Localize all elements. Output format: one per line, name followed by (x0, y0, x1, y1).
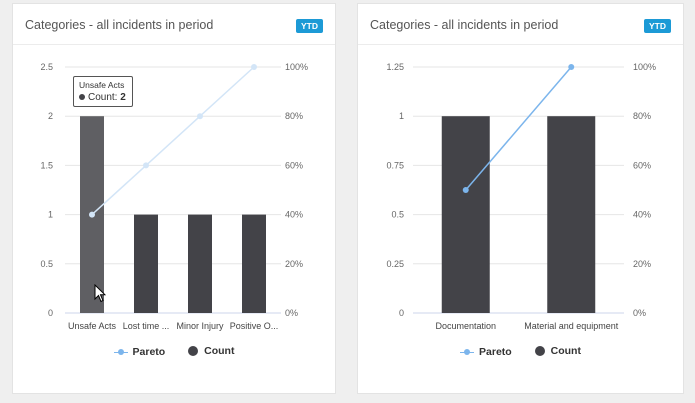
legend-item-pareto[interactable]: Pareto (460, 346, 512, 358)
card-title: Categories - all incidents in period (25, 18, 214, 32)
bar (242, 214, 266, 313)
y-axis-right-tick-label: 100% (633, 62, 656, 72)
bar (547, 116, 596, 313)
pareto-legend-icon (460, 348, 475, 356)
chart-card-2: Categories - all incidents in period YTD… (357, 3, 684, 394)
pareto-legend-icon (113, 348, 128, 356)
y-axis-tick-label: 2.5 (40, 62, 53, 72)
y-axis-tick-label: 1.25 (386, 62, 404, 72)
count-legend-icon (188, 346, 199, 356)
legend-label-pareto: Pareto (479, 346, 512, 358)
bar (441, 116, 490, 313)
x-axis-tick-label: Documentation (435, 321, 496, 331)
tooltip-row: Count: 2 (79, 92, 127, 103)
pareto-point (568, 64, 575, 70)
y-axis-right-tick-label: 40% (633, 210, 651, 220)
chart-tooltip: Unsafe Acts Count: 2 (73, 76, 133, 107)
mouse-pointer-icon (94, 284, 106, 303)
y-axis-right-tick-label: 0% (285, 308, 298, 318)
legend-item-count[interactable]: Count (534, 345, 581, 357)
card-title: Categories - all incidents in period (370, 18, 559, 32)
y-axis-right-tick-label: 20% (633, 259, 651, 269)
y-axis-tick-label: 0.5 (40, 259, 53, 269)
y-axis-right-tick-label: 40% (285, 210, 303, 220)
y-axis-tick-label: 0.75 (386, 160, 404, 170)
bar (188, 214, 212, 313)
tooltip-label: Count: (88, 92, 118, 103)
y-axis-tick-label: 1 (399, 111, 404, 121)
y-axis-right-tick-label: 0% (633, 308, 646, 318)
chart-legend: Pareto Count (358, 345, 683, 359)
chart-legend: Pareto Count (13, 345, 335, 359)
pareto-point (251, 64, 257, 70)
chart-card-1: Categories - all incidents in period YTD… (12, 3, 336, 394)
y-axis-tick-label: 0.5 (391, 210, 404, 220)
y-axis-right-tick-label: 60% (285, 160, 303, 170)
pareto-point (197, 113, 203, 120)
x-axis-tick-label: Unsafe Acts (68, 321, 117, 331)
y-axis-tick-label: 1 (48, 210, 53, 220)
ytd-badge[interactable]: YTD (644, 19, 671, 33)
legend-item-pareto[interactable]: Pareto (113, 346, 166, 358)
legend-label-count: Count (204, 345, 235, 357)
card-header: Categories - all incidents in period YTD (358, 4, 683, 45)
y-axis-tick-label: 1.5 (40, 160, 53, 170)
x-axis-tick-label: Positive O... (230, 321, 279, 331)
pareto-chart[interactable]: 0 0.5 1 1.5 2 2.5 0% 20% 40% 60% 80% 100% Unsafe Act… (13, 45, 335, 335)
y-axis-right-tick-label: 80% (633, 111, 651, 121)
legend-item-count[interactable]: Count (188, 345, 234, 357)
pareto-point (143, 162, 149, 169)
pareto-point (89, 211, 95, 218)
x-axis-tick-label: Minor Injury (176, 321, 224, 331)
ytd-badge[interactable]: YTD (296, 19, 323, 33)
x-axis-tick-label: Material and equipment (524, 321, 619, 331)
y-axis-tick-label: 0 (48, 308, 53, 318)
card-header: Categories - all incidents in period YTD (13, 4, 335, 45)
legend-label-pareto: Pareto (132, 346, 166, 358)
bar (134, 214, 158, 313)
pareto-chart[interactable]: 0 0.25 0.5 0.75 1 1.25 0% 20% 40% 60% 80% 100% Docum… (358, 45, 683, 335)
x-axis-tick-label: Lost time ... (123, 321, 170, 331)
pareto-line (91, 66, 255, 216)
y-axis-right-tick-label: 100% (285, 62, 308, 72)
legend-label-count: Count (550, 345, 581, 357)
y-axis-tick-label: 2 (48, 111, 53, 121)
y-axis-right-tick-label: 60% (633, 160, 651, 170)
y-axis-right-tick-label: 20% (285, 259, 303, 269)
count-legend-icon (534, 346, 545, 356)
y-axis-tick-label: 0 (399, 308, 404, 318)
y-axis-tick-label: 0.25 (386, 259, 404, 269)
pareto-point (462, 187, 469, 193)
tooltip-series-dot-icon (79, 94, 85, 100)
y-axis-right-tick-label: 80% (285, 111, 303, 121)
tooltip-value: 2 (120, 92, 126, 103)
pareto-line (465, 66, 572, 191)
tooltip-category: Unsafe Acts (79, 80, 125, 90)
